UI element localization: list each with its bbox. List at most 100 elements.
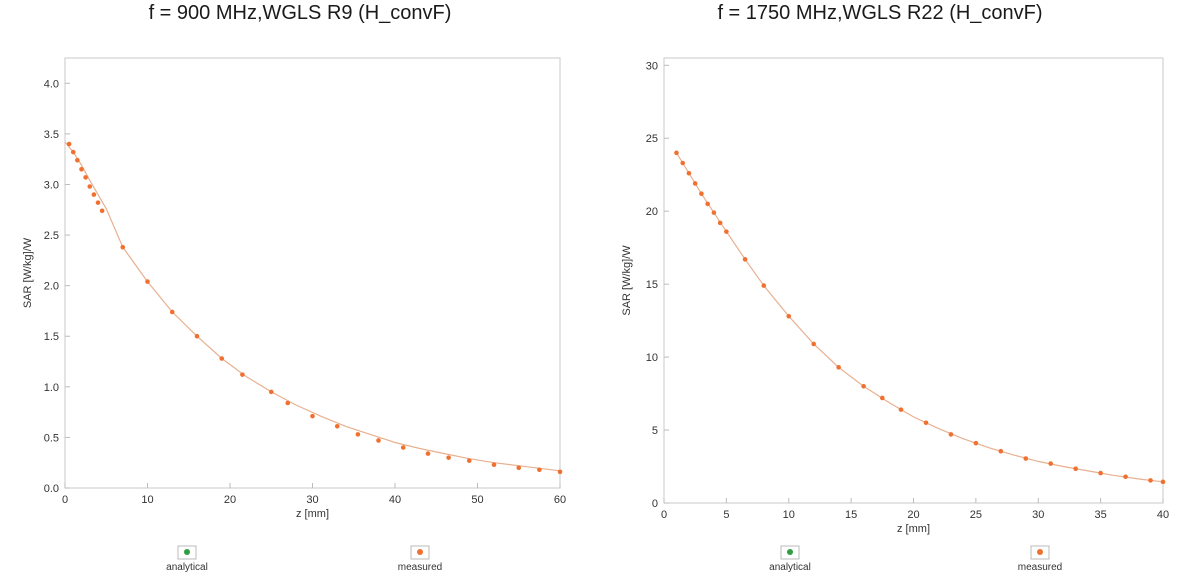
series-measured-point xyxy=(75,157,80,163)
series-measured-point xyxy=(761,283,767,288)
series-measured-point xyxy=(717,220,723,226)
series-analytical-line xyxy=(675,152,1164,483)
legend-marker-measured xyxy=(417,549,423,555)
y-tick-label: 2.5 xyxy=(44,230,59,242)
x-tick-label: 30 xyxy=(1032,509,1044,521)
series-measured-point xyxy=(1023,456,1029,461)
series-measured-point xyxy=(376,438,381,443)
series-measured-point xyxy=(686,170,692,176)
series-measured-point xyxy=(674,150,679,156)
legend-marker-analytical xyxy=(184,549,190,555)
x-tick-label: 25 xyxy=(970,509,982,521)
x-tick-label: 0 xyxy=(62,494,68,506)
series-measured-point xyxy=(1073,466,1078,472)
x-tick-label: 40 xyxy=(1157,509,1169,521)
series-measured-point xyxy=(948,432,954,437)
series-measured-point xyxy=(285,400,291,406)
series-measured-point xyxy=(861,383,866,389)
series-measured-point xyxy=(811,341,816,347)
series-measured-point xyxy=(491,462,497,468)
x-tick-label: 20 xyxy=(224,494,236,506)
series-measured-point xyxy=(537,467,542,473)
y-axis-label: SAR [W/kg]/W xyxy=(22,237,34,308)
series-measured-point xyxy=(268,389,274,395)
series-measured-point xyxy=(400,445,406,450)
series-measured-point xyxy=(898,407,904,412)
series-measured-point xyxy=(240,372,245,377)
x-tick-label: 35 xyxy=(1095,509,1107,521)
y-tick-label: 1.0 xyxy=(44,382,59,394)
series-measured-point xyxy=(219,356,225,361)
y-tick-label: 3.0 xyxy=(44,179,59,191)
series-measured-point xyxy=(836,365,841,370)
chart-right-1750mhz: 0 5 10 15 20 25 30 0 5 10 15 20 25 30 35 40 z [mm] SAR [W… xyxy=(621,57,1169,573)
chart-title-right: f = 1750 MHz,WGLS R22 (H_convF) xyxy=(717,2,1043,24)
series-measured-point xyxy=(169,309,175,315)
series-measured-point xyxy=(194,333,200,339)
series-measured-point xyxy=(310,413,315,419)
series-measured-point xyxy=(334,423,340,429)
chart-title-left: f = 900 MHz,WGLS R9 (H_convF) xyxy=(148,2,452,24)
series-measured-point xyxy=(680,160,686,166)
series-measured-point xyxy=(66,141,72,147)
x-tick-label: 30 xyxy=(306,494,318,506)
y-tick-label: 15 xyxy=(646,279,658,291)
chart-left-900mhz: 0.0 0.5 1.0 1.5 2.0 2.5 3.0 3.5 4.0 0 10 20 30 40 50 60… xyxy=(22,57,566,573)
y-tick-label: 3.5 xyxy=(44,129,59,141)
series-measured-point xyxy=(1098,470,1103,476)
x-tick-label: 20 xyxy=(907,509,919,521)
y-tick-label: 1.5 xyxy=(44,331,59,343)
series-measured-point xyxy=(355,432,361,437)
series-measured-point xyxy=(446,455,451,460)
x-tick-label: 0 xyxy=(661,509,667,521)
series-measured-point xyxy=(880,395,885,401)
x-tick-label: 50 xyxy=(471,494,483,506)
legend-label-analytical: analytical xyxy=(769,562,811,573)
y-tick-label: 30 xyxy=(646,60,658,72)
y-tick-label: 20 xyxy=(646,206,658,218)
legend-marker-measured xyxy=(1037,549,1043,555)
series-measured-point xyxy=(923,420,929,426)
series-measured-point xyxy=(83,175,88,180)
series-measured-point xyxy=(724,229,729,234)
y-tick-label: 2.0 xyxy=(44,281,59,293)
series-measured-point xyxy=(425,451,431,456)
y-tick-label: 0 xyxy=(652,498,658,510)
y-tick-label: 0.0 xyxy=(44,483,59,495)
series-measured-point xyxy=(95,200,101,205)
series-measured-point xyxy=(699,191,704,196)
x-tick-label: 5 xyxy=(723,509,729,521)
series-measured-point xyxy=(120,244,126,250)
plot-frame xyxy=(64,57,561,489)
series-measured-point xyxy=(1148,478,1153,483)
series-measured-point xyxy=(786,313,792,319)
series-measured-point xyxy=(145,279,150,284)
y-tick-label: 10 xyxy=(646,352,658,364)
x-tick-label: 60 xyxy=(554,494,566,506)
y-tick-label: 0.5 xyxy=(44,432,59,444)
series-measured-point xyxy=(973,440,979,446)
series-measured-point xyxy=(557,469,563,475)
series-measured-point xyxy=(466,458,472,463)
series-measured-point xyxy=(998,448,1004,454)
series-measured-point xyxy=(70,149,76,155)
series-measured-point xyxy=(742,257,748,262)
series-measured-point xyxy=(1048,461,1054,466)
series-measured-point xyxy=(1160,479,1166,485)
legend-label-measured: measured xyxy=(1018,562,1062,573)
series-measured-point xyxy=(692,181,698,186)
legend-label-analytical: analytical xyxy=(166,562,208,573)
series-measured-point xyxy=(1123,474,1128,480)
series-measured-point xyxy=(79,166,84,172)
x-axis-label: z [mm] xyxy=(897,523,930,535)
y-tick-label: 5 xyxy=(652,425,658,437)
series-measured-point xyxy=(516,465,522,471)
series-measured-point xyxy=(711,210,717,215)
legend-marker-analytical xyxy=(787,549,793,555)
x-tick-label: 10 xyxy=(141,494,153,506)
series-measured-point xyxy=(99,208,105,214)
series-measured-point xyxy=(87,184,93,189)
series-measured-point xyxy=(705,201,710,207)
y-tick-label: 25 xyxy=(646,133,658,145)
legend-label-measured: measured xyxy=(398,562,442,573)
